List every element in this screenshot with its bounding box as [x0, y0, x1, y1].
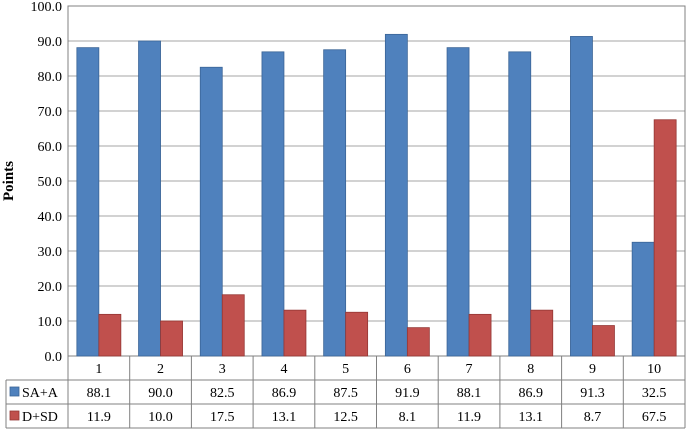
category-label: 2 — [157, 362, 164, 377]
bar-sa-a-2 — [138, 40, 161, 357]
bar-sa-a-3 — [199, 66, 223, 357]
bar-sa-a-5 — [323, 49, 347, 357]
y-tick-label: 50.0 — [38, 175, 63, 190]
y-axis-tick-labels: 0.0 10.0 20.0 30.0 40.0 50.0 60.0 70.0 80.0 90.0 1… — [31, 0, 63, 365]
bar-sa-a-4 — [261, 51, 285, 357]
bar-sa-a-8 — [508, 51, 532, 357]
table-cell-value: 11.9 — [87, 410, 111, 425]
bar-d-sd-6 — [406, 327, 430, 357]
bar-sa-a-9 — [570, 36, 593, 357]
category-label: 3 — [219, 362, 226, 377]
table-cell-value: 32.5 — [642, 386, 667, 401]
y-axis-label: Points — [1, 161, 17, 201]
bar-d-sd-5 — [345, 311, 369, 357]
legend-label: D+SD — [22, 410, 58, 425]
bar-d-sd-4 — [283, 309, 307, 357]
table-cell-value: 91.9 — [395, 386, 420, 401]
table-cell-value: 90.0 — [148, 386, 173, 401]
table-cell-value: 86.9 — [519, 386, 544, 401]
y-tick-label: 30.0 — [38, 245, 63, 260]
bar-d-sd-1 — [98, 313, 122, 357]
table-cell-value: 88.1 — [457, 386, 482, 401]
table-cell-value: 67.5 — [642, 410, 667, 425]
table-cell-value: 10.0 — [148, 410, 173, 425]
bar-d-sd-9 — [592, 325, 615, 357]
table-cell-value: 13.1 — [272, 410, 297, 425]
bar-d-sd-2 — [160, 320, 183, 357]
y-tick-label: 40.0 — [38, 210, 63, 225]
category-label: 6 — [404, 362, 411, 377]
data-table: 1 2 3 4 5 6 7 8 9 10 SA+A 88.1 90.0 82.5 86.9 87.5 91.9 8… — [5, 356, 686, 429]
category-label: 8 — [527, 362, 534, 377]
y-tick-label: 70.0 — [38, 105, 63, 120]
bar-sa-a-10 — [631, 241, 655, 357]
y-tick-label: 60.0 — [38, 140, 63, 155]
table-cell-value: 17.5 — [210, 410, 235, 425]
table-cell-value: 88.1 — [87, 386, 112, 401]
y-tick-label: 0.0 — [45, 350, 63, 365]
y-tick-label: 90.0 — [38, 35, 63, 50]
table-cell-value: 12.5 — [333, 410, 358, 425]
table-cell-value: 91.3 — [580, 386, 605, 401]
table-cell-value: 82.5 — [210, 386, 235, 401]
bar-sa-a-6 — [384, 33, 408, 357]
table-cell-value: 87.5 — [333, 386, 358, 401]
category-label: 7 — [466, 362, 473, 377]
bar-sa-a-1 — [76, 47, 100, 357]
table-cell-value: 8.7 — [584, 410, 602, 425]
y-tick-label: 10.0 — [38, 315, 63, 330]
legend-label: SA+A — [22, 386, 59, 401]
bars — [76, 33, 677, 357]
y-tick-label: 20.0 — [38, 280, 63, 295]
bar-sa-a-7 — [446, 47, 470, 357]
legend-key-d-sd — [9, 410, 20, 421]
bar-d-sd-8 — [530, 309, 554, 357]
category-label: 4 — [280, 362, 287, 377]
bar-d-sd-3 — [221, 294, 245, 357]
legend-key-sa-a — [9, 386, 20, 397]
y-tick-label: 100.0 — [31, 0, 63, 15]
category-label: 5 — [342, 362, 349, 377]
bar-d-sd-7 — [468, 313, 492, 357]
category-label: 1 — [95, 362, 102, 377]
table-cell-value: 13.1 — [519, 410, 544, 425]
table-cell-value: 86.9 — [272, 386, 297, 401]
table-cell-value: 11.9 — [457, 410, 481, 425]
y-tick-label: 80.0 — [38, 70, 63, 85]
table-cell-value: 8.1 — [399, 410, 417, 425]
category-label: 10 — [647, 362, 661, 377]
bar-d-sd-10 — [653, 119, 677, 357]
category-label: 9 — [589, 362, 596, 377]
